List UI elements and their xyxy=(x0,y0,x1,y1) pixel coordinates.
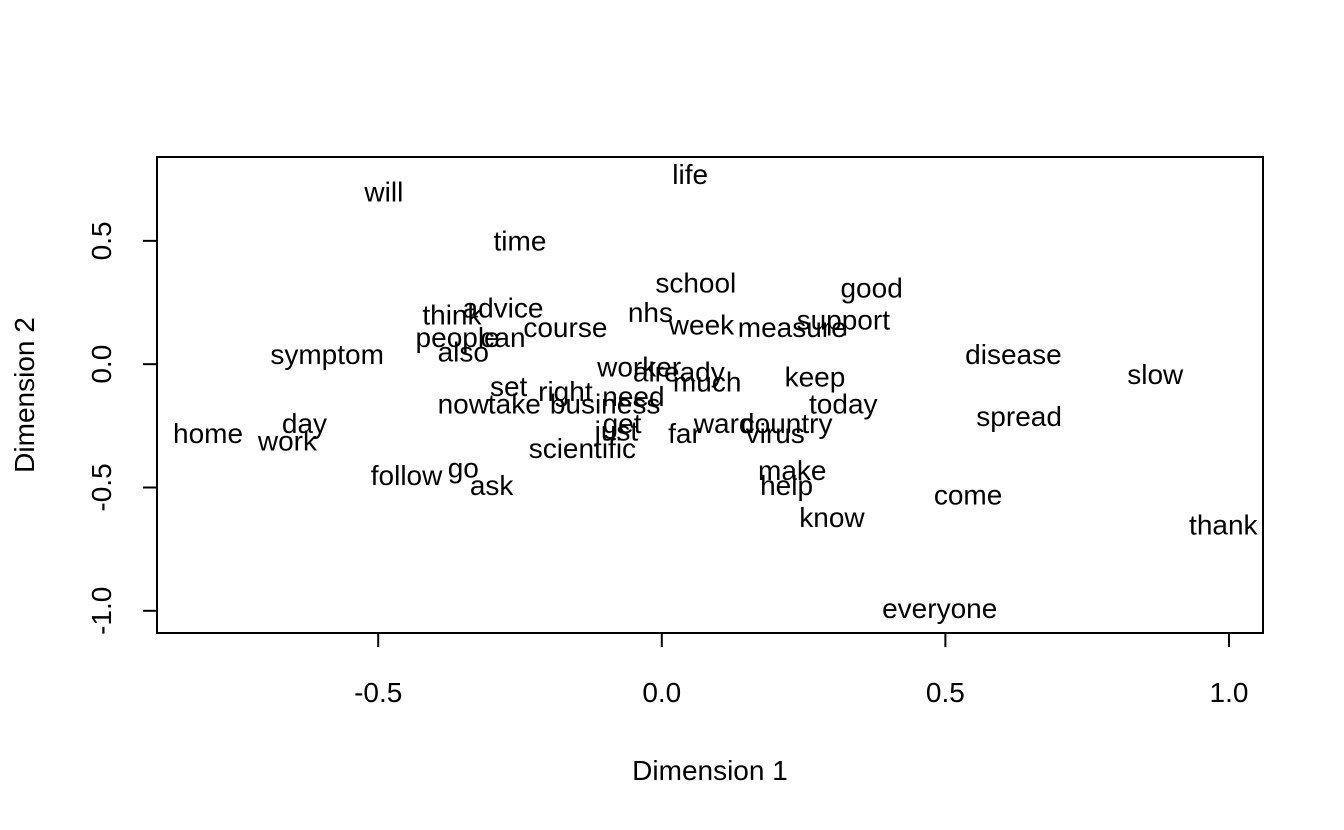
word-label-set: set xyxy=(490,371,528,402)
word-label-go: go xyxy=(448,453,479,484)
word-label-help: help xyxy=(760,470,813,501)
word-label-support: support xyxy=(797,305,891,336)
word-label-know: know xyxy=(799,502,865,533)
word-label-now: now xyxy=(438,388,490,419)
word-label-scientific: scientific xyxy=(529,433,636,464)
word-label-virus: virus xyxy=(746,418,805,449)
word-label-day: day xyxy=(282,408,327,439)
word-label-ward: ward xyxy=(693,408,755,439)
y-tick-label: 0.0 xyxy=(86,345,117,384)
word-label-measure: measure xyxy=(738,312,847,343)
word-label-country: country xyxy=(741,408,833,439)
word-label-school: school xyxy=(655,268,736,299)
y-axis: -1.0 -0.5 0.0 0.5 xyxy=(86,221,158,635)
word-label-time: time xyxy=(494,226,547,257)
word-label-today: today xyxy=(809,388,878,419)
word-label-can: can xyxy=(480,322,525,353)
word-label-just: just xyxy=(594,416,639,447)
x-tick-label: 0.0 xyxy=(642,677,681,708)
word-label-symptom: symptom xyxy=(270,339,384,370)
word-label-thank: thank xyxy=(1189,509,1258,540)
word-label-get: get xyxy=(603,408,642,439)
word-label-come: come xyxy=(934,480,1002,511)
word-label-life: life xyxy=(672,159,708,190)
word-label-spread: spread xyxy=(976,401,1062,432)
word-label-make: make xyxy=(758,455,826,486)
y-tick-label: 0.5 xyxy=(86,221,117,260)
word-label-course: course xyxy=(523,312,607,343)
y-axis-title: Dimension 2 xyxy=(9,317,40,473)
y-tick-label: -0.5 xyxy=(86,463,117,511)
x-axis: -0.5 0.0 0.5 1.0 xyxy=(354,632,1249,708)
x-axis-title: Dimension 1 xyxy=(632,755,788,786)
word-label-take: take xyxy=(488,388,541,419)
word-label-work: work xyxy=(257,425,318,456)
word-label-far: far xyxy=(668,418,701,449)
word-label-follow: follow xyxy=(371,460,443,491)
word-label-week: week xyxy=(668,310,735,341)
word-label-need: need xyxy=(602,381,664,412)
word-label-worker: worker xyxy=(596,351,681,382)
word-label-home: home xyxy=(173,418,243,449)
x-tick-label: 1.0 xyxy=(1210,677,1249,708)
word-label-business: business xyxy=(550,388,661,419)
word-label-good: good xyxy=(840,273,902,304)
word-label-think: think xyxy=(422,300,482,331)
word-label-keep: keep xyxy=(785,361,846,392)
word-label-will: will xyxy=(363,176,403,207)
word-label-already: already xyxy=(633,356,725,387)
word-label-slow: slow xyxy=(1127,359,1184,390)
word-label-much: much xyxy=(673,366,741,397)
word-label-nhs: nhs xyxy=(628,297,673,328)
word-label-everyone: everyone xyxy=(882,593,997,624)
x-tick-label: 0.5 xyxy=(926,677,965,708)
word-label-also: also xyxy=(438,337,489,368)
word-label-people: people xyxy=(416,322,500,353)
y-tick-label: -1.0 xyxy=(86,587,117,635)
x-tick-label: -0.5 xyxy=(354,677,402,708)
word-label-right: right xyxy=(538,376,593,407)
word-label-ask: ask xyxy=(470,470,515,501)
word-label-disease: disease xyxy=(965,339,1062,370)
word-label-advice: advice xyxy=(463,292,544,323)
